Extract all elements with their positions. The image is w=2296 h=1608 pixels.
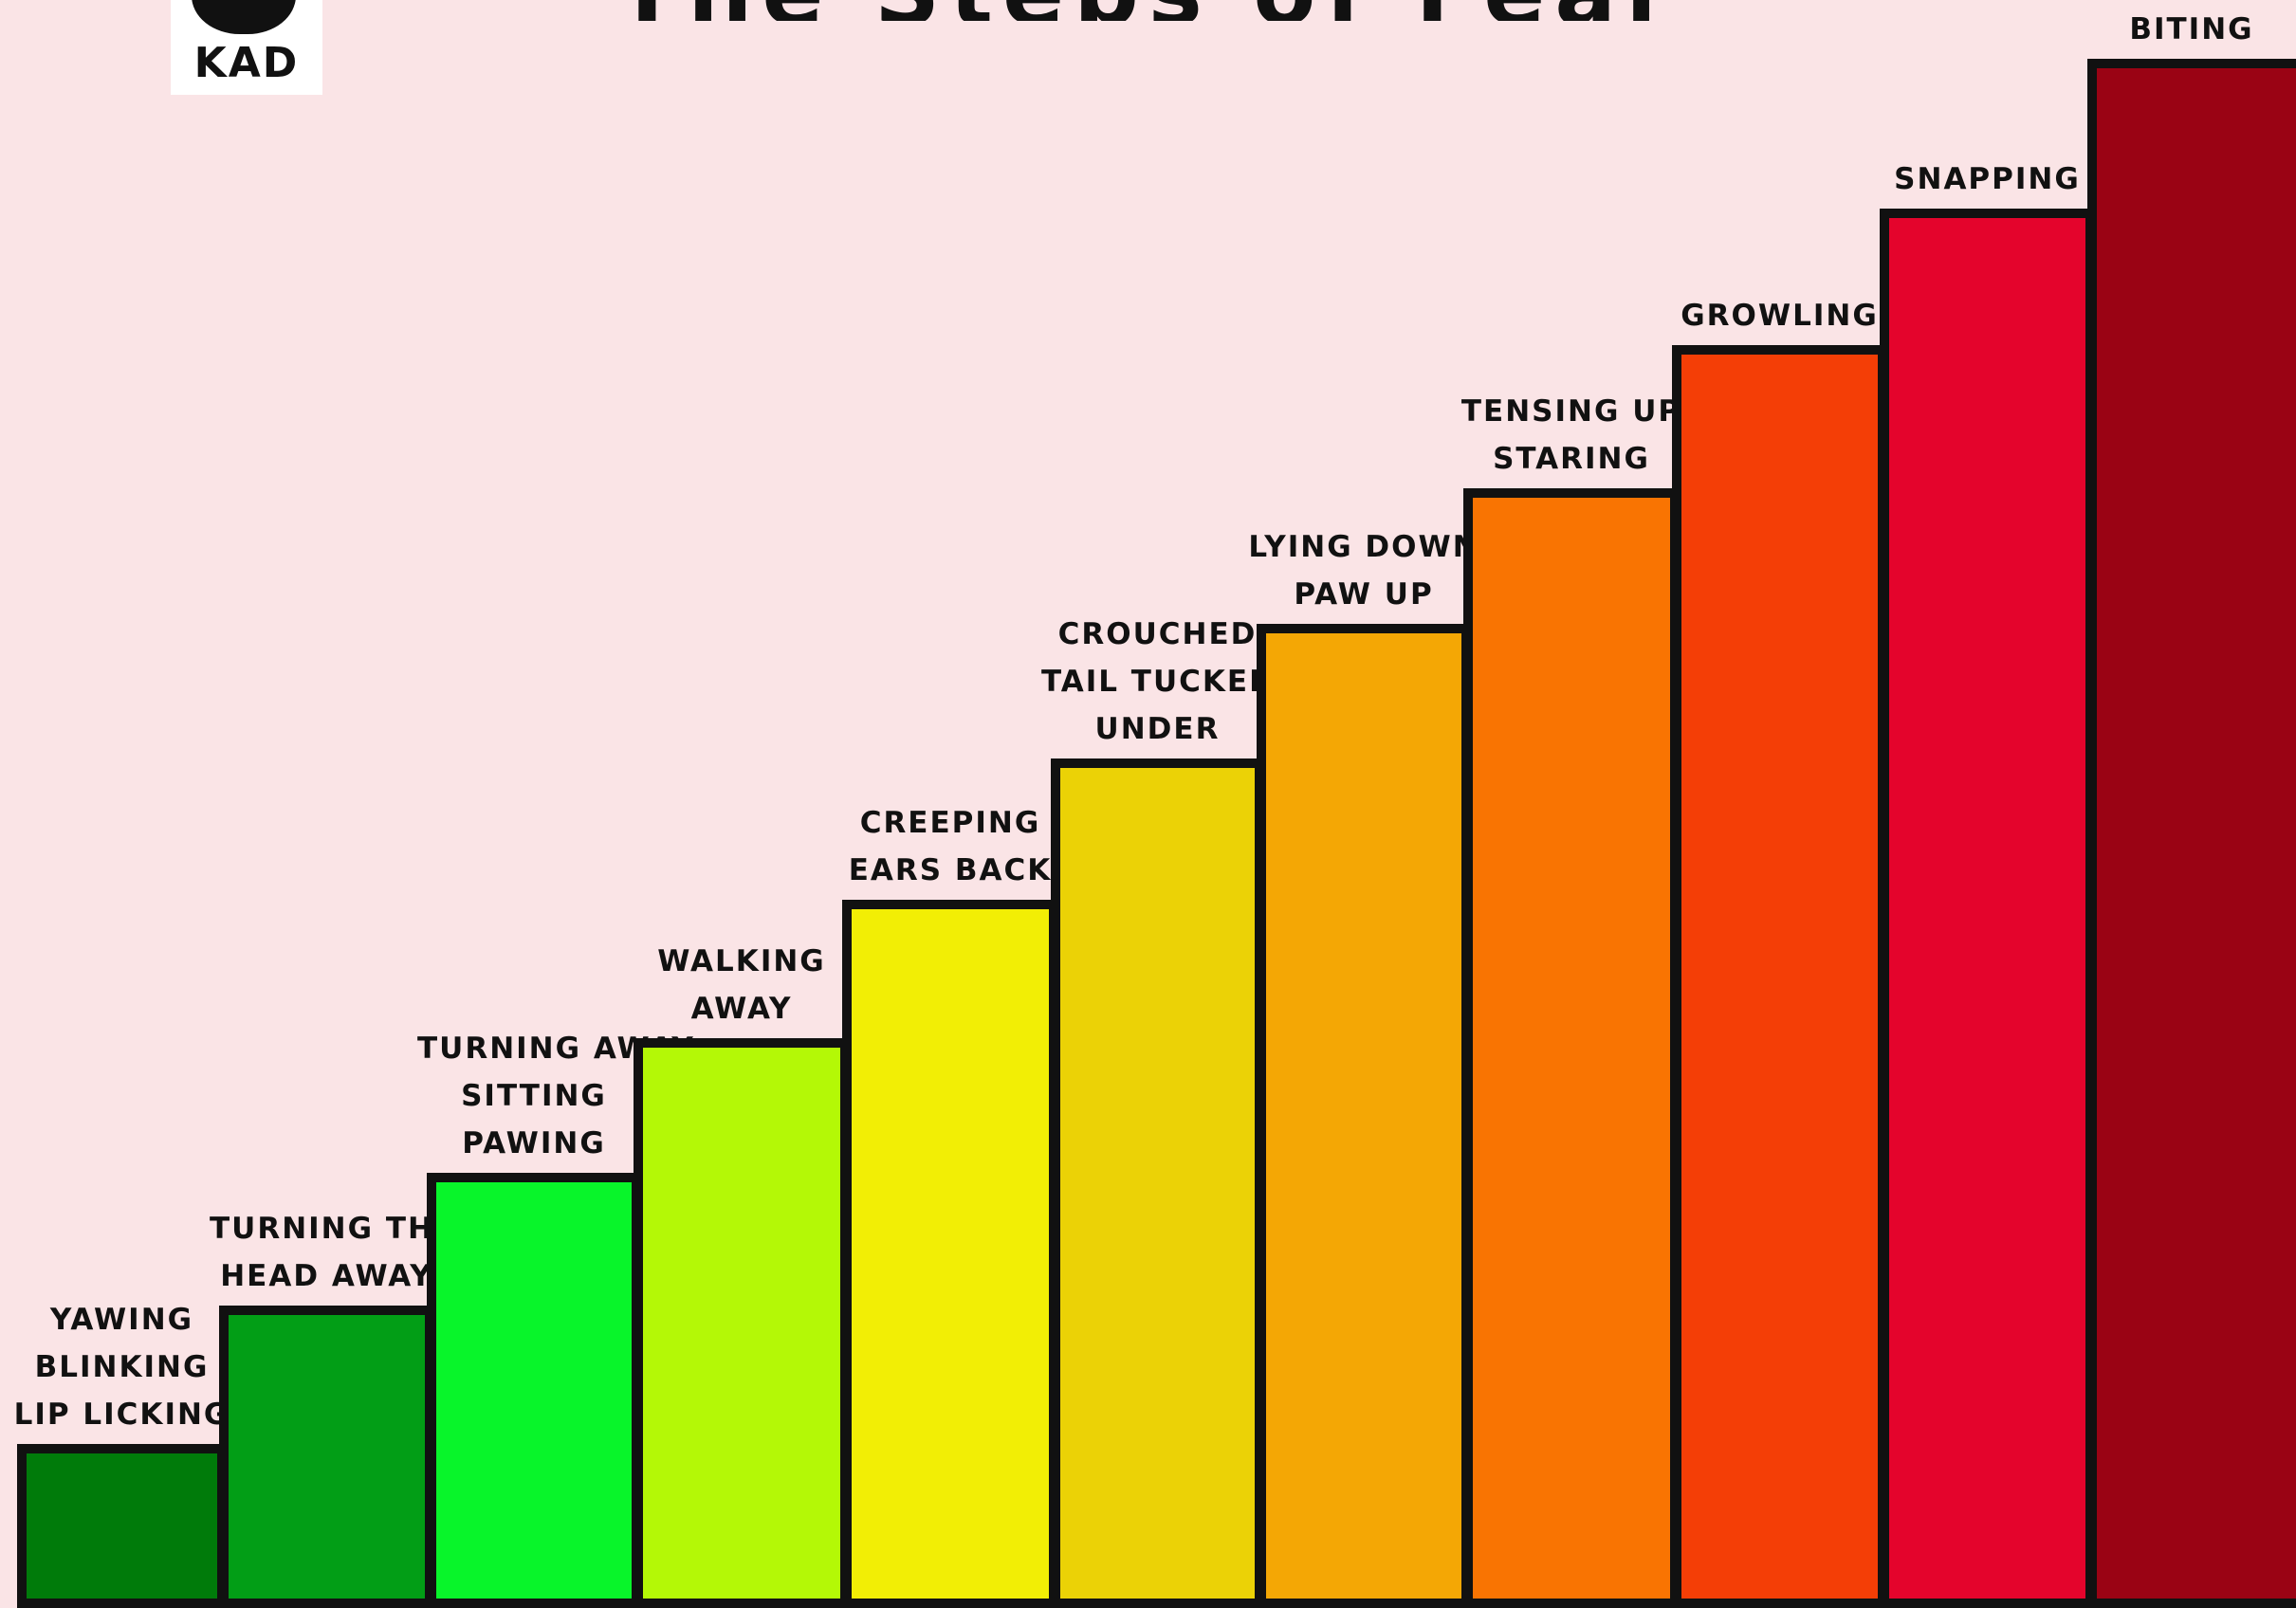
diagram-title: The Steps of Fear <box>0 0 2296 21</box>
fear-step-1 <box>17 1444 227 1608</box>
fear-step-label-line: STARING <box>1493 442 1650 476</box>
fear-step-label-9: GROWLING <box>1662 292 1897 339</box>
logo-text: KAD <box>193 39 300 87</box>
fear-step-10 <box>1880 209 2095 1608</box>
fear-step-9 <box>1672 345 1887 1608</box>
fear-step-label-10: SNAPPING <box>1870 155 2104 203</box>
fear-step-6 <box>1051 758 1264 1608</box>
fear-step-label-5: CREEPING EARS BACK <box>833 799 1068 894</box>
fear-step-label-line: BITING <box>2129 12 2254 46</box>
fear-step-label-4: WALKING AWAY <box>624 938 859 1032</box>
fear-step-4 <box>634 1038 850 1608</box>
fear-step-2 <box>219 1306 434 1608</box>
fear-step-7 <box>1257 624 1471 1608</box>
fear-step-label-line: AWAY <box>690 992 793 1026</box>
fear-step-label-line: TENSING UP <box>1460 394 1682 429</box>
fear-step-label-line: HEAD AWAY <box>220 1259 433 1293</box>
fear-step-8 <box>1463 488 1680 1608</box>
fear-step-label-8: TENSING UP STARING <box>1454 388 1689 483</box>
fear-step-label-line: CREEPING <box>859 806 1041 840</box>
fear-step-label-line: EARS BACK <box>848 853 1053 887</box>
dog-face-icon <box>192 0 296 34</box>
fear-step-11 <box>2087 59 2296 1608</box>
fear-step-label-line: YAWING <box>49 1303 194 1337</box>
fear-step-label-line: BLINKING <box>34 1350 210 1384</box>
fear-step-5 <box>842 900 1058 1608</box>
fear-step-label-line: LYING DOWN <box>1248 530 1479 564</box>
fear-step-label-line: PAWING <box>462 1126 606 1160</box>
fear-step-label-6: CROUCHED TAIL TUCKED UNDER <box>1041 611 1274 753</box>
fear-step-label-line: TURNING AWAY <box>417 1032 695 1066</box>
fear-step-label-line: CROUCHED <box>1057 617 1258 651</box>
fear-step-label-line: TAIL TUCKED <box>1041 665 1276 699</box>
fear-step-label-line: LIP LICKING <box>13 1398 230 1432</box>
fear-step-label-line: SITTING <box>461 1079 607 1113</box>
kad-logo: KAD <box>171 0 322 95</box>
fear-step-3 <box>427 1173 641 1608</box>
fear-step-label-11: BITING <box>2078 6 2296 53</box>
fear-step-label-line: WALKING <box>657 944 826 978</box>
fear-step-label-line: PAW UP <box>1294 577 1434 612</box>
fear-step-label-line: TURNING THE <box>210 1212 457 1246</box>
fear-step-label-line: UNDER <box>1094 712 1221 746</box>
fear-step-label-line: GROWLING <box>1681 299 1879 333</box>
fear-step-label-2: TURNING THE HEAD AWAY <box>210 1205 457 1300</box>
fear-step-label-1: YAWING BLINKING LIP LICKING <box>8 1296 236 1438</box>
fear-step-label-3: TURNING AWAY SITTING PAWING <box>417 1025 695 1167</box>
fear-step-label-7: LYING DOWN PAW UP <box>1247 523 1480 618</box>
fear-step-label-line: SNAPPING <box>1894 162 2081 196</box>
